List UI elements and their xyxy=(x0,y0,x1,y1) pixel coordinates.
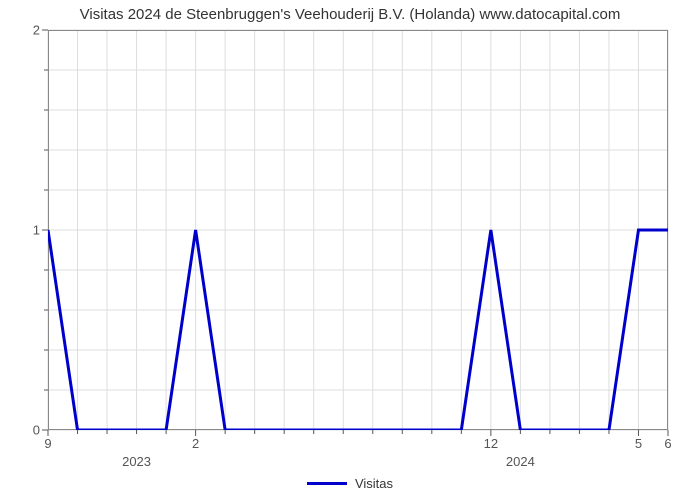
legend-swatch xyxy=(307,482,347,485)
chart-title: Visitas 2024 de Steenbruggen's Veehouder… xyxy=(0,6,700,23)
x-axis-year-label: 2024 xyxy=(506,454,535,469)
x-axis-year-label: 2023 xyxy=(122,454,151,469)
chart-line-series xyxy=(48,30,668,430)
x-axis-tick-label: 5 xyxy=(635,436,642,451)
x-axis-tick-label: 2 xyxy=(192,436,199,451)
x-axis-tick-label: 12 xyxy=(484,436,498,451)
y-axis-tick-label: 1 xyxy=(33,223,40,238)
legend-label: Visitas xyxy=(355,476,393,491)
x-axis-tick-label: 9 xyxy=(44,436,51,451)
y-axis-tick-label: 0 xyxy=(33,423,40,438)
chart-plot-area: 01292125620232024 xyxy=(48,30,668,430)
x-axis-tick-label: 6 xyxy=(664,436,671,451)
chart-legend: Visitas xyxy=(0,475,700,491)
y-axis-tick-label: 2 xyxy=(33,23,40,38)
